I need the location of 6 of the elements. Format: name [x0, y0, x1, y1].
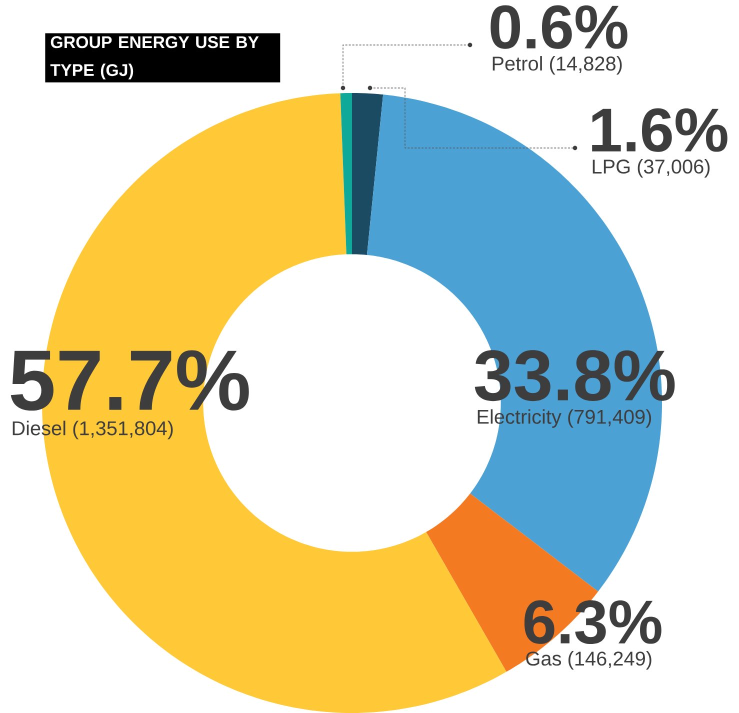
data-label: 1.6%	[592, 108, 728, 152]
slice-label: LPG (37,006)	[592, 159, 710, 178]
slice-label: Gas (146,249)	[526, 651, 652, 670]
text: GROUP ENERGY USE BY TYPE (GJ)	[50, 36, 259, 80]
data-label: 0.6%	[490, 5, 628, 49]
slice-label: Petrol (14,828)	[492, 56, 622, 75]
